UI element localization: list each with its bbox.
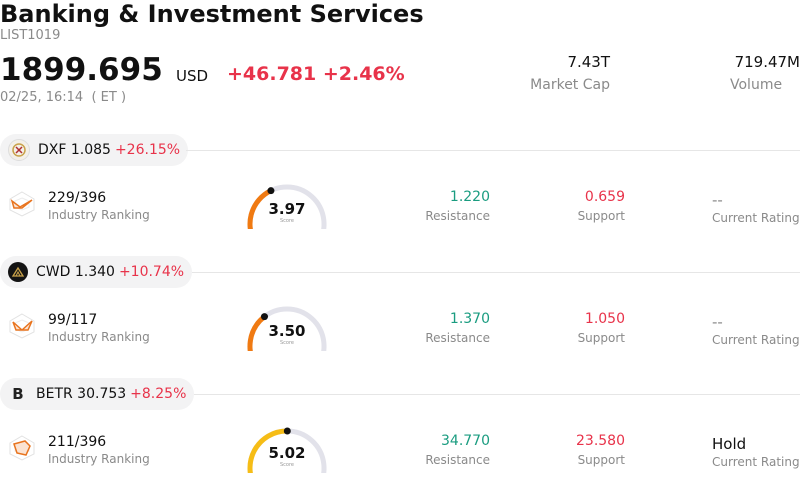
- resistance-value: 34.770: [441, 433, 490, 449]
- page-title: Banking & Investment Services: [0, 0, 424, 28]
- currency-label: USD: [176, 67, 209, 85]
- score-label: Score: [279, 340, 294, 346]
- industry-rank-label: Industry Ranking: [48, 330, 150, 344]
- stock-change: +10.74%: [118, 264, 185, 280]
- price-change: +46.781 +2.46%: [227, 63, 405, 85]
- stock-ticker: DXF 1.085: [38, 142, 111, 158]
- score-gauge-fill: [247, 188, 274, 229]
- stock-change: +8.25%: [130, 386, 187, 402]
- score-value: 3.97: [268, 200, 306, 218]
- score-gauge-marker: [260, 313, 268, 321]
- current-rating-label: Current Rating: [712, 211, 800, 225]
- industry-rank-label: Industry Ranking: [48, 452, 150, 466]
- support-value: 23.580: [576, 433, 625, 449]
- industry-rank-label: Industry Ranking: [48, 208, 150, 222]
- divider: [194, 394, 800, 395]
- score-gauge: [247, 306, 327, 351]
- divider: [192, 272, 800, 273]
- stock-section: DXF 1.085 +26.15% 229/396 Industry Ranki…: [0, 134, 800, 256]
- index-price: 1899.695: [0, 52, 163, 88]
- score-label: Score: [279, 218, 294, 224]
- stock-pill[interactable]: DXF 1.085 +26.15%: [0, 134, 189, 166]
- resistance-label: Resistance: [425, 453, 490, 467]
- score-gauge: [247, 427, 327, 473]
- stock-section: B BETR 30.753 +8.25% 211/396 Industry Ra…: [0, 378, 800, 500]
- resistance-label: Resistance: [425, 331, 490, 345]
- score-gauge-fill: [247, 428, 290, 473]
- score-gauge-marker: [283, 427, 291, 435]
- betr-logo-icon: B: [12, 385, 24, 403]
- support-label: Support: [577, 209, 625, 223]
- timestamp: 02/25, 16:14 ( ET ): [0, 90, 127, 105]
- industry-rank: 229/396: [48, 190, 107, 206]
- current-rating-label: Current Rating: [712, 455, 800, 469]
- score-value: 3.50: [268, 322, 306, 340]
- radar-icon: [9, 435, 35, 461]
- current-rating: Hold: [712, 435, 747, 453]
- market-cap-label: Market Cap: [530, 77, 610, 93]
- stock-section: CWD 1.340 +10.74% 99/117 Industry Rankin…: [0, 256, 800, 378]
- resistance-label: Resistance: [425, 209, 490, 223]
- current-rating: --: [712, 313, 723, 331]
- industry-rank: 211/396: [48, 434, 107, 450]
- stock-change: +26.15%: [114, 142, 181, 158]
- stock-pill[interactable]: CWD 1.340 +10.74%: [0, 256, 193, 288]
- market-cap-value: 7.43T: [567, 53, 610, 71]
- volume-label: Volume: [730, 77, 783, 93]
- current-rating: --: [712, 191, 723, 209]
- stock-ticker: CWD 1.340: [36, 264, 115, 280]
- stock-pill[interactable]: B BETR 30.753 +8.25%: [0, 378, 195, 410]
- support-label: Support: [577, 331, 625, 345]
- support-value: 0.659: [584, 189, 625, 205]
- radar-icon: [9, 313, 35, 339]
- score-gauge-fill: [247, 314, 267, 351]
- score-value: 5.02: [268, 444, 306, 462]
- support-label: Support: [577, 453, 625, 467]
- resistance-value: 1.370: [449, 311, 490, 327]
- support-value: 1.050: [584, 311, 625, 327]
- radar-icon: [9, 191, 35, 217]
- resistance-value: 1.220: [449, 189, 490, 205]
- score-gauge: [247, 184, 327, 229]
- cwd-logo-icon: [8, 262, 28, 282]
- index-code: LIST1019: [0, 28, 61, 43]
- stock-ticker: BETR 30.753: [36, 386, 127, 402]
- industry-rank: 99/117: [48, 312, 98, 328]
- score-label: Score: [279, 462, 294, 468]
- divider: [186, 150, 800, 151]
- current-rating-label: Current Rating: [712, 333, 800, 347]
- dxf-logo-icon: [8, 139, 30, 161]
- score-gauge-marker: [267, 187, 275, 195]
- volume-value: 719.47M: [734, 53, 800, 71]
